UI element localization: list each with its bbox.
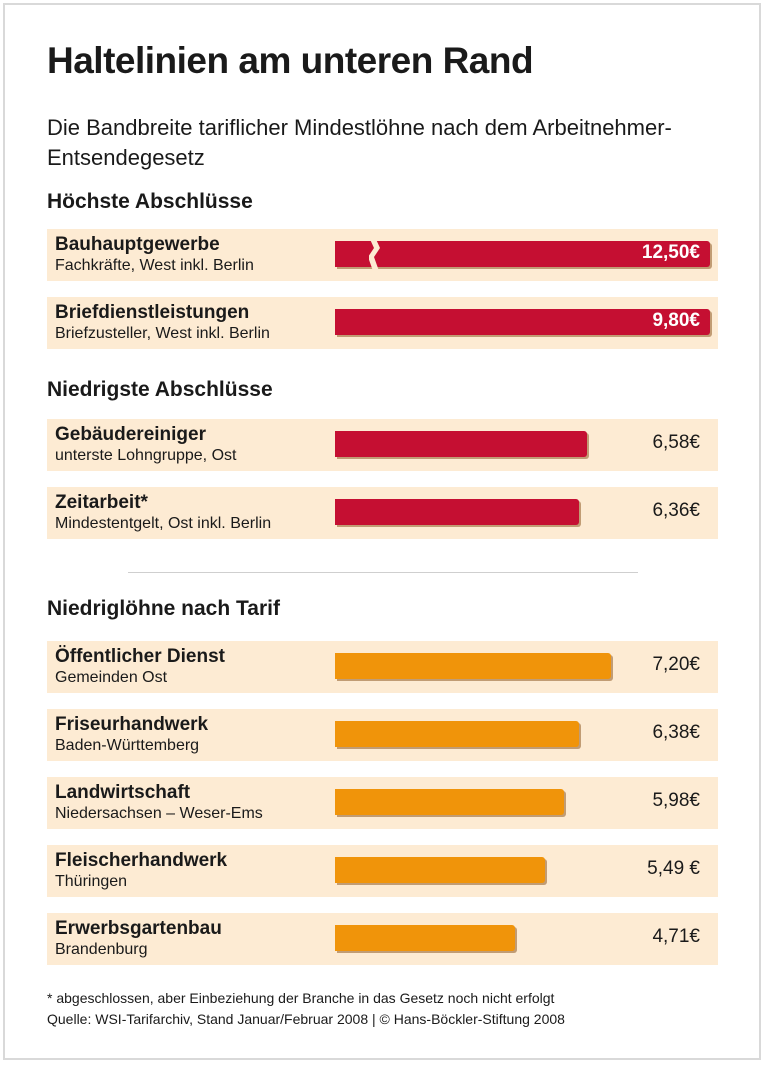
axis-break-icon <box>369 237 380 271</box>
section-heading: Niedriglöhne nach Tarif <box>47 597 280 620</box>
bar-row: Fleischerhandwerk Thüringen 5,49 € <box>47 845 718 897</box>
bar-value-label: 5,98€ <box>652 790 700 811</box>
bar-label: Erwerbsgartenbau <box>55 918 222 939</box>
bar <box>335 925 516 951</box>
bar-sublabel: Briefzusteller, West inkl. Berlin <box>55 325 270 342</box>
bar-label: Fleischerhandwerk <box>55 850 228 871</box>
bar-row: Gebäudereiniger unterste Lohngruppe, Ost… <box>47 419 718 471</box>
bar-label: Briefdienstleistungen <box>55 302 250 323</box>
bar-value-label: 6,38€ <box>652 722 700 743</box>
bar <box>335 789 565 815</box>
bar-value-label: 6,58€ <box>652 432 700 453</box>
bar-sublabel: Brandenburg <box>55 941 148 958</box>
bar-sublabel: Niedersachsen – Weser-Ems <box>55 805 263 822</box>
bar-label: Zeitarbeit* <box>55 492 148 513</box>
chart-title: Haltelinien am unteren Rand <box>47 40 534 81</box>
divider <box>128 572 638 573</box>
bar-label: Landwirtschaft <box>55 782 191 803</box>
bar-row: Erwerbsgartenbau Brandenburg 4,71€ <box>47 913 718 965</box>
bar <box>335 309 710 335</box>
footer: * abgeschlossen, aber Einbeziehung der B… <box>47 988 565 1030</box>
chart-subtitle: Die Bandbreite tariflicher Mindestlöhne … <box>47 115 672 170</box>
bar-value-label: 5,49 € <box>647 858 700 879</box>
bar-row: Zeitarbeit* Mindestentgelt, Ost inkl. Be… <box>47 487 718 539</box>
bar-label: Friseurhandwerk <box>55 714 209 735</box>
bar-label: Bauhauptgewerbe <box>55 234 220 255</box>
bar <box>335 431 587 457</box>
bar-sublabel: Baden-Württemberg <box>55 737 200 754</box>
bar-sublabel: Mindestentgelt, Ost inkl. Berlin <box>55 515 272 532</box>
bar-value-label: 12,50€ <box>641 242 700 263</box>
bar <box>335 721 580 747</box>
bar <box>335 499 579 525</box>
bar-sublabel: Gemeinden Ost <box>55 669 168 686</box>
bar-value-label: 9,80€ <box>652 310 700 331</box>
bar-value-label: 4,71€ <box>652 926 700 947</box>
bar-sublabel: Fachkräfte, West inkl. Berlin <box>55 257 254 274</box>
section-heading: Höchste Abschlüsse <box>47 190 253 213</box>
frame <box>3 3 761 1060</box>
bar-sublabel: unterste Lohngruppe, Ost <box>55 447 237 464</box>
bar-row: Friseurhandwerk Baden-Württemberg 6,38€ <box>47 709 718 761</box>
bar-row: Landwirtschaft Niedersachsen – Weser-Ems… <box>47 777 718 829</box>
bar-row: Öffentlicher Dienst Gemeinden Ost 7,20€ <box>47 641 718 693</box>
bar-label: Öffentlicher Dienst <box>55 646 225 667</box>
bar-label: Gebäudereiniger <box>55 424 206 445</box>
bar-row: Bauhauptgewerbe Fachkräfte, West inkl. B… <box>47 229 718 281</box>
section-heading: Niedrigste Abschlüsse <box>47 378 273 401</box>
source: Quelle: WSI-Tarifarchiv, Stand Januar/Fe… <box>47 1011 565 1027</box>
bar-value-label: 6,36€ <box>652 500 700 521</box>
bar <box>335 241 710 267</box>
bar-value-label: 7,20€ <box>652 654 700 675</box>
footnote: * abgeschlossen, aber Einbeziehung der B… <box>47 990 555 1006</box>
bar <box>335 653 611 679</box>
bar <box>335 857 546 883</box>
bar-row: Briefdienstleistungen Briefzusteller, We… <box>47 297 718 349</box>
bar-sublabel: Thüringen <box>55 873 128 890</box>
